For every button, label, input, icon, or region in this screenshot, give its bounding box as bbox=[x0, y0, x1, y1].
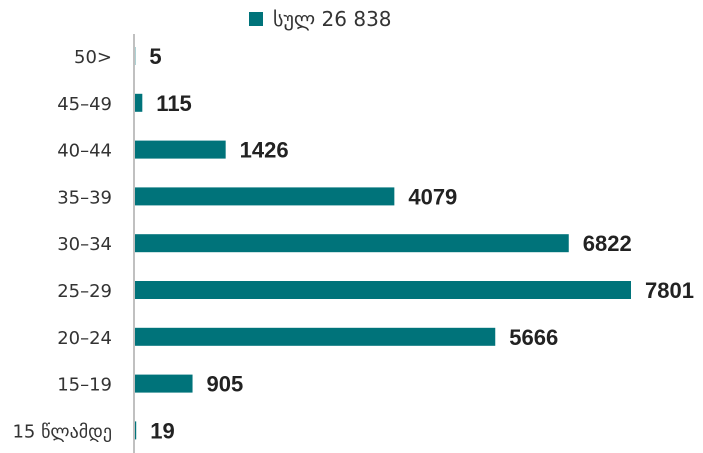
category-label: 20–24 bbox=[57, 328, 112, 349]
legend-swatch bbox=[249, 12, 263, 26]
category-label: 35–39 bbox=[57, 187, 112, 208]
category-label: 40–44 bbox=[57, 141, 112, 162]
bar bbox=[135, 140, 226, 159]
bar bbox=[135, 281, 631, 299]
data-label: 5 bbox=[149, 44, 161, 69]
category-label: 15 წლამდე bbox=[12, 421, 112, 442]
legend: სულ 26 838 bbox=[249, 6, 392, 32]
data-label: 19 bbox=[150, 418, 174, 443]
bar bbox=[135, 327, 496, 346]
data-label: 7801 bbox=[645, 278, 694, 303]
data-label: 6822 bbox=[583, 231, 632, 256]
bar bbox=[135, 234, 569, 253]
data-label: 5666 bbox=[509, 325, 558, 350]
data-label: 1426 bbox=[240, 138, 289, 163]
bar bbox=[135, 187, 395, 206]
bar bbox=[135, 93, 143, 112]
category-label: 25–29 bbox=[57, 281, 112, 302]
bar bbox=[135, 374, 193, 393]
bar bbox=[135, 421, 137, 440]
category-label: 50> bbox=[74, 47, 112, 68]
category-label: 15–19 bbox=[57, 375, 112, 396]
data-label: 4079 bbox=[408, 184, 457, 209]
category-label: 30–34 bbox=[57, 234, 112, 255]
legend-label: სულ 26 838 bbox=[273, 7, 392, 31]
data-label: 905 bbox=[207, 372, 244, 397]
data-label: 115 bbox=[156, 91, 192, 116]
bars-group: 50> 5 45–49 115 40–44 1426 35–39 4079 30–34 6822 2… bbox=[12, 44, 693, 443]
category-label: 45–49 bbox=[57, 94, 112, 115]
